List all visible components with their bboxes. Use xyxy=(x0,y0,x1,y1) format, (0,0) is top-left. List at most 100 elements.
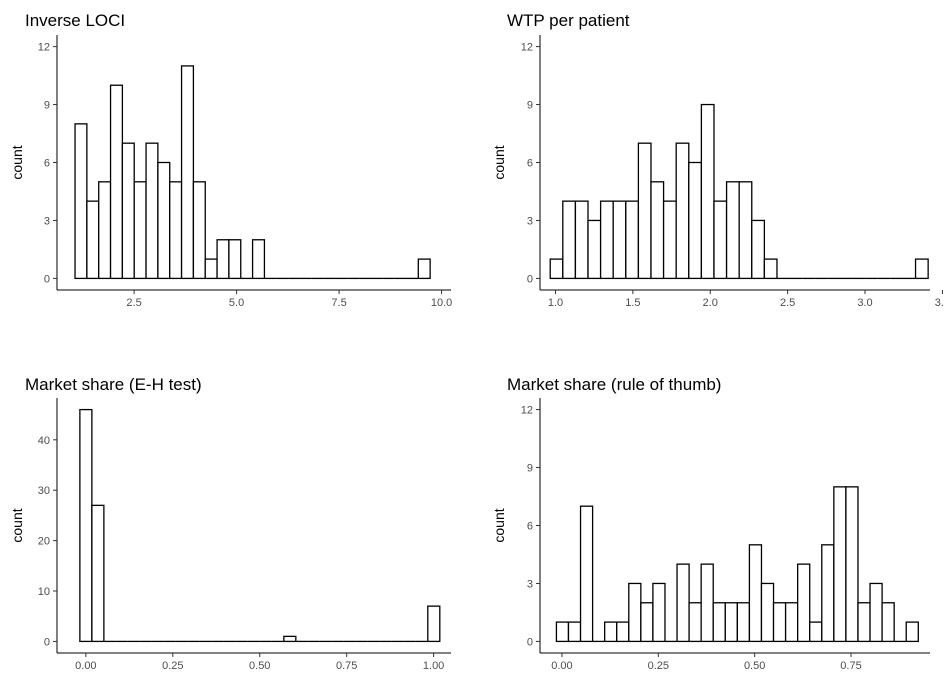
histogram-bar xyxy=(640,602,654,643)
x-tick-label: 0.75 xyxy=(840,660,861,672)
histogram-bar xyxy=(555,621,570,643)
y-tick-label: 3 xyxy=(527,215,533,227)
y-tick-label: 0 xyxy=(527,636,533,648)
histogram-bar xyxy=(562,200,577,280)
histogram-bar xyxy=(675,142,690,280)
chart-title: Market share (rule of thumb) xyxy=(507,375,721,394)
histogram-bar xyxy=(905,621,919,643)
histogram-bar xyxy=(833,486,847,643)
histogram-bar xyxy=(821,544,835,643)
y-axis-title: count xyxy=(9,145,25,179)
histogram-bar xyxy=(74,123,88,280)
histogram-bar xyxy=(549,258,564,280)
histogram-bar xyxy=(700,103,715,280)
y-tick-label: 9 xyxy=(527,100,533,112)
y-tick-label: 6 xyxy=(44,158,50,170)
y-tick-label: 0 xyxy=(44,273,50,285)
histogram-bar xyxy=(751,219,766,280)
histogram-bar xyxy=(612,200,627,280)
histogram-bar xyxy=(914,258,929,280)
x-tick-label: 2.0 xyxy=(703,297,718,309)
y-tick-label: 3 xyxy=(44,215,50,227)
histogram-bar xyxy=(724,602,739,643)
histogram-bar xyxy=(169,181,183,280)
histogram-bar xyxy=(637,142,652,280)
histogram-bar xyxy=(604,621,618,643)
histogram-bar xyxy=(688,602,702,643)
histogram-bar xyxy=(688,161,703,280)
histogram-bar xyxy=(652,582,666,643)
y-axis-title: count xyxy=(9,508,25,542)
histogram-bar xyxy=(427,605,441,643)
histogram-bar xyxy=(736,602,751,643)
histogram-bar xyxy=(738,181,753,280)
histogram-bar xyxy=(228,239,242,280)
chart-title: Market share (E-H test) xyxy=(25,375,202,394)
panel-market-share-eh-test: Market share (E-H test) count 0 10 20 30 40 0.0… xyxy=(9,375,451,672)
x-tick-label: 0.50 xyxy=(744,660,765,672)
histogram-bar xyxy=(881,602,895,643)
histogram-bar xyxy=(145,142,159,280)
histogram-bar xyxy=(216,239,230,280)
histogram-bar xyxy=(713,200,728,280)
histogram-bar xyxy=(157,161,171,280)
histogram-bar xyxy=(616,621,630,643)
histogram-bar xyxy=(676,563,690,643)
histogram-bar xyxy=(251,239,266,280)
histogram-bar xyxy=(91,504,105,643)
histogram-bar xyxy=(121,142,135,280)
histogram-bar xyxy=(567,621,582,643)
histogram-bar xyxy=(748,544,763,643)
x-tick-label: 0.25 xyxy=(648,660,669,672)
y-tick-label: 9 xyxy=(44,100,50,112)
histogram-bar xyxy=(86,200,100,280)
histogram-bar xyxy=(204,258,218,280)
x-tick-label: 1.5 xyxy=(625,297,640,309)
y-tick-label: 0 xyxy=(527,273,533,285)
chart-title: Inverse LOCI xyxy=(25,11,125,30)
x-tick-label: 0.50 xyxy=(249,660,270,672)
y-tick-label: 40 xyxy=(38,435,50,447)
y-tick-label: 6 xyxy=(527,158,533,170)
histogram-bar xyxy=(625,200,640,280)
histogram-bar xyxy=(725,181,740,280)
y-axis-title: count xyxy=(491,145,507,179)
x-tick-label: 2.5 xyxy=(780,297,795,309)
histogram-bar xyxy=(192,181,206,280)
histogram-bar xyxy=(283,635,297,643)
histogram-bar xyxy=(587,219,602,280)
y-tick-label: 12 xyxy=(521,405,533,417)
y-tick-label: 10 xyxy=(38,586,50,598)
y-tick-label: 30 xyxy=(38,485,50,497)
histogram-bar xyxy=(809,621,823,643)
histogram-bar xyxy=(628,582,642,643)
x-tick-label: 5.0 xyxy=(229,297,244,309)
histogram-bar xyxy=(784,602,799,643)
y-axis-title: count xyxy=(491,508,507,542)
histogram-bar xyxy=(662,200,677,280)
histogram-bar xyxy=(845,486,859,643)
histogram-bar xyxy=(772,602,787,643)
y-tick-label: 12 xyxy=(521,42,533,54)
histogram-bar xyxy=(763,258,778,280)
x-tick-label: 2.5 xyxy=(126,297,141,309)
y-tick-label: 20 xyxy=(38,536,50,548)
chart-title: WTP per patient xyxy=(507,11,630,30)
histogram-bar xyxy=(417,258,431,280)
y-tick-label: 3 xyxy=(527,578,533,590)
histogram-bar xyxy=(98,181,112,280)
x-tick-label: 1.00 xyxy=(423,660,444,672)
histogram-bar xyxy=(650,181,665,280)
y-tick-label: 0 xyxy=(44,636,50,648)
x-tick-label: 10.0 xyxy=(431,297,452,309)
panel-wtp-per-patient: WTP per patient count 0 3 6 9 12 1.0 1.5 2.0 2.5 3.… xyxy=(491,11,944,309)
histogram-bar xyxy=(712,602,726,643)
histogram-bar xyxy=(760,582,775,643)
histogram-bar xyxy=(599,200,614,280)
x-tick-label: 0.00 xyxy=(75,660,96,672)
x-tick-label: 1.0 xyxy=(548,297,563,309)
x-tick-label: 3.0 xyxy=(857,297,872,309)
x-tick-label: 0.25 xyxy=(162,660,183,672)
y-tick-label: 9 xyxy=(527,463,533,475)
